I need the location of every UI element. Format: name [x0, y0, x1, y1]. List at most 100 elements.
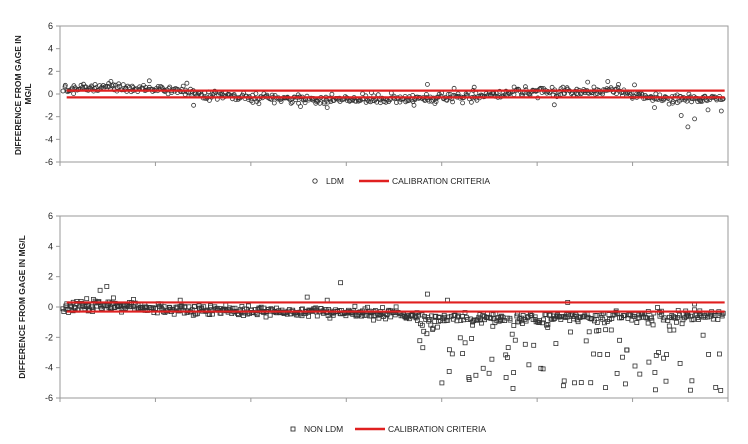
data-point: [421, 328, 427, 334]
data-point: [637, 371, 643, 377]
data-point: [445, 317, 451, 323]
data-point: [715, 317, 721, 322]
data-point: [106, 305, 112, 311]
data-point: [104, 284, 110, 289]
data-point: [718, 108, 724, 114]
data-point: [278, 99, 284, 104]
data-point: [359, 313, 365, 319]
data-point: [487, 315, 493, 320]
data-point: [115, 304, 121, 310]
data-point: [511, 84, 517, 90]
data-point: [471, 84, 477, 90]
data-point: [600, 91, 605, 97]
data-point: [677, 312, 682, 318]
data-point: [684, 312, 690, 318]
data-point: [509, 331, 515, 337]
data-point: [267, 312, 273, 318]
data-point: [689, 99, 694, 105]
data-point: [469, 336, 475, 341]
data-point: [116, 81, 122, 87]
data-point: [143, 305, 149, 311]
y-tick-label: 0: [48, 89, 53, 99]
data-point: [549, 84, 555, 90]
data-point: [605, 79, 611, 84]
data-point: [678, 113, 684, 118]
data-point: [253, 91, 259, 96]
data-point: [473, 372, 479, 378]
data-point: [462, 340, 468, 346]
data-point: [256, 101, 262, 107]
y-axis-ticks: 6 4 2 0 -2 -4 -6: [45, 211, 60, 403]
data-point: [413, 315, 419, 321]
data-point: [661, 315, 667, 321]
data-point: [84, 296, 90, 302]
data-point: [568, 329, 573, 335]
data-point: [689, 378, 695, 384]
data-point: [457, 335, 463, 341]
data-point: [325, 99, 331, 105]
data-point: [502, 318, 508, 324]
data-point: [470, 322, 476, 328]
data-point: [480, 365, 486, 371]
calibration-criteria-lines: [66, 301, 725, 313]
data-point: [653, 91, 659, 97]
y-tick-label: -4: [45, 134, 53, 144]
data-point: [393, 304, 399, 310]
data-point: [705, 107, 711, 113]
data-point: [519, 315, 524, 321]
data-point: [432, 319, 438, 325]
data-point: [60, 306, 66, 312]
data-point: [455, 314, 461, 320]
data-point: [184, 80, 190, 86]
data-point: [324, 105, 330, 110]
data-point: [254, 312, 260, 318]
data-point: [120, 82, 126, 87]
data-point: [80, 84, 86, 90]
legend-criteria-label: CALIBRATION CRITERIA: [392, 176, 490, 186]
data-point: [239, 303, 245, 309]
data-point: [245, 303, 251, 309]
data-point: [526, 362, 532, 368]
data-point: [256, 305, 262, 311]
data-point: [674, 319, 679, 325]
data-point: [69, 304, 75, 310]
data-point: [146, 78, 152, 84]
data-point: [150, 305, 156, 311]
data-point: [522, 341, 528, 347]
data-point: [97, 287, 103, 293]
data-point: [108, 79, 114, 84]
data-point: [666, 323, 672, 329]
data-point: [227, 305, 233, 311]
y-tick-label: 4: [48, 241, 53, 251]
data-point: [450, 99, 456, 105]
data-point: [663, 378, 669, 384]
data-point: [511, 323, 517, 328]
y-tick-label: -4: [45, 363, 53, 373]
data-point: [656, 349, 661, 355]
data-point: [417, 338, 423, 344]
y-tick-label: 6: [48, 21, 53, 31]
data-point: [371, 317, 376, 323]
data-point: [594, 320, 600, 325]
data-point: [446, 347, 452, 353]
data-point: [414, 317, 420, 323]
data-point: [532, 314, 538, 320]
data-point: [602, 320, 607, 326]
data-point: [446, 369, 452, 374]
data-point: [632, 363, 638, 369]
data-point: [397, 99, 403, 105]
data-point: [679, 321, 685, 327]
data-point: [588, 380, 594, 386]
data-point: [314, 313, 320, 319]
y-tick-label: -2: [45, 112, 53, 122]
data-point: [644, 315, 650, 321]
data-point: [455, 91, 461, 97]
data-point: [430, 326, 436, 332]
data-point: [634, 320, 640, 326]
data-point: [551, 102, 557, 108]
data-point: [460, 100, 466, 106]
data-point: [592, 91, 598, 97]
data-point: [652, 105, 657, 110]
data-point: [586, 329, 592, 335]
data-point: [433, 99, 439, 104]
